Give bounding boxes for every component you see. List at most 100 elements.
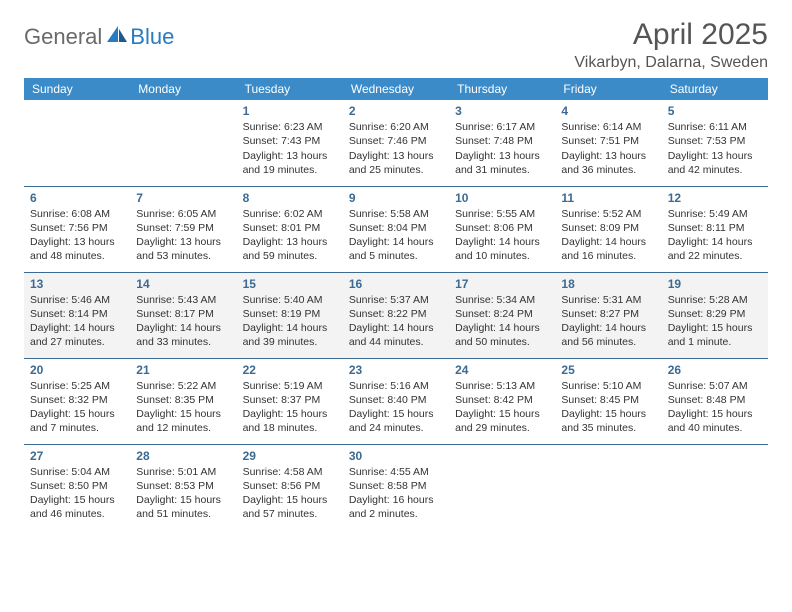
day-number: 27 bbox=[30, 448, 124, 464]
sunrise-line: Sunrise: 6:08 AM bbox=[30, 207, 124, 221]
sunrise-line: Sunrise: 6:05 AM bbox=[136, 207, 230, 221]
sunset-line: Sunset: 7:51 PM bbox=[561, 134, 655, 148]
daylight-line: Daylight: 15 hours and 46 minutes. bbox=[30, 493, 124, 521]
calendar-table: Sunday Monday Tuesday Wednesday Thursday… bbox=[24, 78, 768, 530]
calendar-body: 1Sunrise: 6:23 AMSunset: 7:43 PMDaylight… bbox=[24, 100, 768, 530]
weekday-header: Tuesday bbox=[237, 78, 343, 100]
sunset-line: Sunset: 8:50 PM bbox=[30, 479, 124, 493]
day-number: 14 bbox=[136, 276, 230, 292]
day-number: 7 bbox=[136, 190, 230, 206]
calendar-week-row: 20Sunrise: 5:25 AMSunset: 8:32 PMDayligh… bbox=[24, 358, 768, 444]
daylight-line: Daylight: 14 hours and 39 minutes. bbox=[243, 321, 337, 349]
sunset-line: Sunset: 8:14 PM bbox=[30, 307, 124, 321]
sunset-line: Sunset: 8:48 PM bbox=[668, 393, 762, 407]
calendar-cell: 5Sunrise: 6:11 AMSunset: 7:53 PMDaylight… bbox=[662, 100, 768, 186]
calendar-cell: 19Sunrise: 5:28 AMSunset: 8:29 PMDayligh… bbox=[662, 272, 768, 358]
calendar-cell: 25Sunrise: 5:10 AMSunset: 8:45 PMDayligh… bbox=[555, 358, 661, 444]
day-number: 15 bbox=[243, 276, 337, 292]
calendar-cell bbox=[662, 444, 768, 530]
sunset-line: Sunset: 8:35 PM bbox=[136, 393, 230, 407]
day-number: 17 bbox=[455, 276, 549, 292]
weekday-header: Thursday bbox=[449, 78, 555, 100]
sunrise-line: Sunrise: 5:10 AM bbox=[561, 379, 655, 393]
daylight-line: Daylight: 13 hours and 36 minutes. bbox=[561, 149, 655, 177]
day-number: 18 bbox=[561, 276, 655, 292]
day-number: 26 bbox=[668, 362, 762, 378]
sunrise-line: Sunrise: 5:43 AM bbox=[136, 293, 230, 307]
day-number: 30 bbox=[349, 448, 443, 464]
day-number: 19 bbox=[668, 276, 762, 292]
location-subtitle: Vikarbyn, Dalarna, Sweden bbox=[574, 54, 768, 72]
title-block: April 2025 Vikarbyn, Dalarna, Sweden bbox=[574, 18, 768, 72]
sunset-line: Sunset: 8:27 PM bbox=[561, 307, 655, 321]
day-number: 6 bbox=[30, 190, 124, 206]
calendar-cell: 23Sunrise: 5:16 AMSunset: 8:40 PMDayligh… bbox=[343, 358, 449, 444]
page-title: April 2025 bbox=[574, 18, 768, 52]
weekday-header: Monday bbox=[130, 78, 236, 100]
sunset-line: Sunset: 8:29 PM bbox=[668, 307, 762, 321]
calendar-week-row: 27Sunrise: 5:04 AMSunset: 8:50 PMDayligh… bbox=[24, 444, 768, 530]
day-number: 9 bbox=[349, 190, 443, 206]
calendar-week-row: 1Sunrise: 6:23 AMSunset: 7:43 PMDaylight… bbox=[24, 100, 768, 186]
day-number: 3 bbox=[455, 103, 549, 119]
sunset-line: Sunset: 7:48 PM bbox=[455, 134, 549, 148]
daylight-line: Daylight: 13 hours and 59 minutes. bbox=[243, 235, 337, 263]
daylight-line: Daylight: 13 hours and 31 minutes. bbox=[455, 149, 549, 177]
calendar-cell: 17Sunrise: 5:34 AMSunset: 8:24 PMDayligh… bbox=[449, 272, 555, 358]
sunset-line: Sunset: 8:24 PM bbox=[455, 307, 549, 321]
calendar-cell: 11Sunrise: 5:52 AMSunset: 8:09 PMDayligh… bbox=[555, 186, 661, 272]
sunset-line: Sunset: 8:11 PM bbox=[668, 221, 762, 235]
sunrise-line: Sunrise: 5:04 AM bbox=[30, 465, 124, 479]
calendar-cell: 26Sunrise: 5:07 AMSunset: 8:48 PMDayligh… bbox=[662, 358, 768, 444]
sunrise-line: Sunrise: 5:28 AM bbox=[668, 293, 762, 307]
logo-sail-icon bbox=[107, 26, 127, 49]
sunrise-line: Sunrise: 4:55 AM bbox=[349, 465, 443, 479]
calendar-cell: 20Sunrise: 5:25 AMSunset: 8:32 PMDayligh… bbox=[24, 358, 130, 444]
calendar-cell: 22Sunrise: 5:19 AMSunset: 8:37 PMDayligh… bbox=[237, 358, 343, 444]
sunset-line: Sunset: 8:17 PM bbox=[136, 307, 230, 321]
sunrise-line: Sunrise: 6:17 AM bbox=[455, 120, 549, 134]
calendar-cell: 13Sunrise: 5:46 AMSunset: 8:14 PMDayligh… bbox=[24, 272, 130, 358]
daylight-line: Daylight: 13 hours and 19 minutes. bbox=[243, 149, 337, 177]
daylight-line: Daylight: 14 hours and 44 minutes. bbox=[349, 321, 443, 349]
sunrise-line: Sunrise: 5:31 AM bbox=[561, 293, 655, 307]
daylight-line: Daylight: 14 hours and 50 minutes. bbox=[455, 321, 549, 349]
calendar-cell: 7Sunrise: 6:05 AMSunset: 7:59 PMDaylight… bbox=[130, 186, 236, 272]
sunset-line: Sunset: 8:42 PM bbox=[455, 393, 549, 407]
calendar-cell: 9Sunrise: 5:58 AMSunset: 8:04 PMDaylight… bbox=[343, 186, 449, 272]
daylight-line: Daylight: 15 hours and 7 minutes. bbox=[30, 407, 124, 435]
day-number: 20 bbox=[30, 362, 124, 378]
weekday-header: Saturday bbox=[662, 78, 768, 100]
sunrise-line: Sunrise: 5:13 AM bbox=[455, 379, 549, 393]
sunset-line: Sunset: 7:46 PM bbox=[349, 134, 443, 148]
calendar-cell bbox=[555, 444, 661, 530]
sunrise-line: Sunrise: 5:58 AM bbox=[349, 207, 443, 221]
header: General Blue April 2025 Vikarbyn, Dalarn… bbox=[24, 18, 768, 72]
sunset-line: Sunset: 8:58 PM bbox=[349, 479, 443, 493]
calendar-cell: 24Sunrise: 5:13 AMSunset: 8:42 PMDayligh… bbox=[449, 358, 555, 444]
sunrise-line: Sunrise: 5:40 AM bbox=[243, 293, 337, 307]
daylight-line: Daylight: 14 hours and 27 minutes. bbox=[30, 321, 124, 349]
day-number: 10 bbox=[455, 190, 549, 206]
sunset-line: Sunset: 8:22 PM bbox=[349, 307, 443, 321]
sunrise-line: Sunrise: 5:01 AM bbox=[136, 465, 230, 479]
calendar-cell: 8Sunrise: 6:02 AMSunset: 8:01 PMDaylight… bbox=[237, 186, 343, 272]
calendar-cell: 30Sunrise: 4:55 AMSunset: 8:58 PMDayligh… bbox=[343, 444, 449, 530]
daylight-line: Daylight: 15 hours and 40 minutes. bbox=[668, 407, 762, 435]
sunset-line: Sunset: 7:43 PM bbox=[243, 134, 337, 148]
sunrise-line: Sunrise: 5:22 AM bbox=[136, 379, 230, 393]
daylight-line: Daylight: 14 hours and 22 minutes. bbox=[668, 235, 762, 263]
sunrise-line: Sunrise: 5:19 AM bbox=[243, 379, 337, 393]
sunset-line: Sunset: 8:37 PM bbox=[243, 393, 337, 407]
sunset-line: Sunset: 8:53 PM bbox=[136, 479, 230, 493]
sunset-line: Sunset: 8:32 PM bbox=[30, 393, 124, 407]
sunrise-line: Sunrise: 5:34 AM bbox=[455, 293, 549, 307]
day-number: 13 bbox=[30, 276, 124, 292]
calendar-week-row: 13Sunrise: 5:46 AMSunset: 8:14 PMDayligh… bbox=[24, 272, 768, 358]
calendar-cell: 21Sunrise: 5:22 AMSunset: 8:35 PMDayligh… bbox=[130, 358, 236, 444]
calendar-cell: 4Sunrise: 6:14 AMSunset: 7:51 PMDaylight… bbox=[555, 100, 661, 186]
daylight-line: Daylight: 16 hours and 2 minutes. bbox=[349, 493, 443, 521]
calendar-cell: 15Sunrise: 5:40 AMSunset: 8:19 PMDayligh… bbox=[237, 272, 343, 358]
day-number: 4 bbox=[561, 103, 655, 119]
calendar-week-row: 6Sunrise: 6:08 AMSunset: 7:56 PMDaylight… bbox=[24, 186, 768, 272]
